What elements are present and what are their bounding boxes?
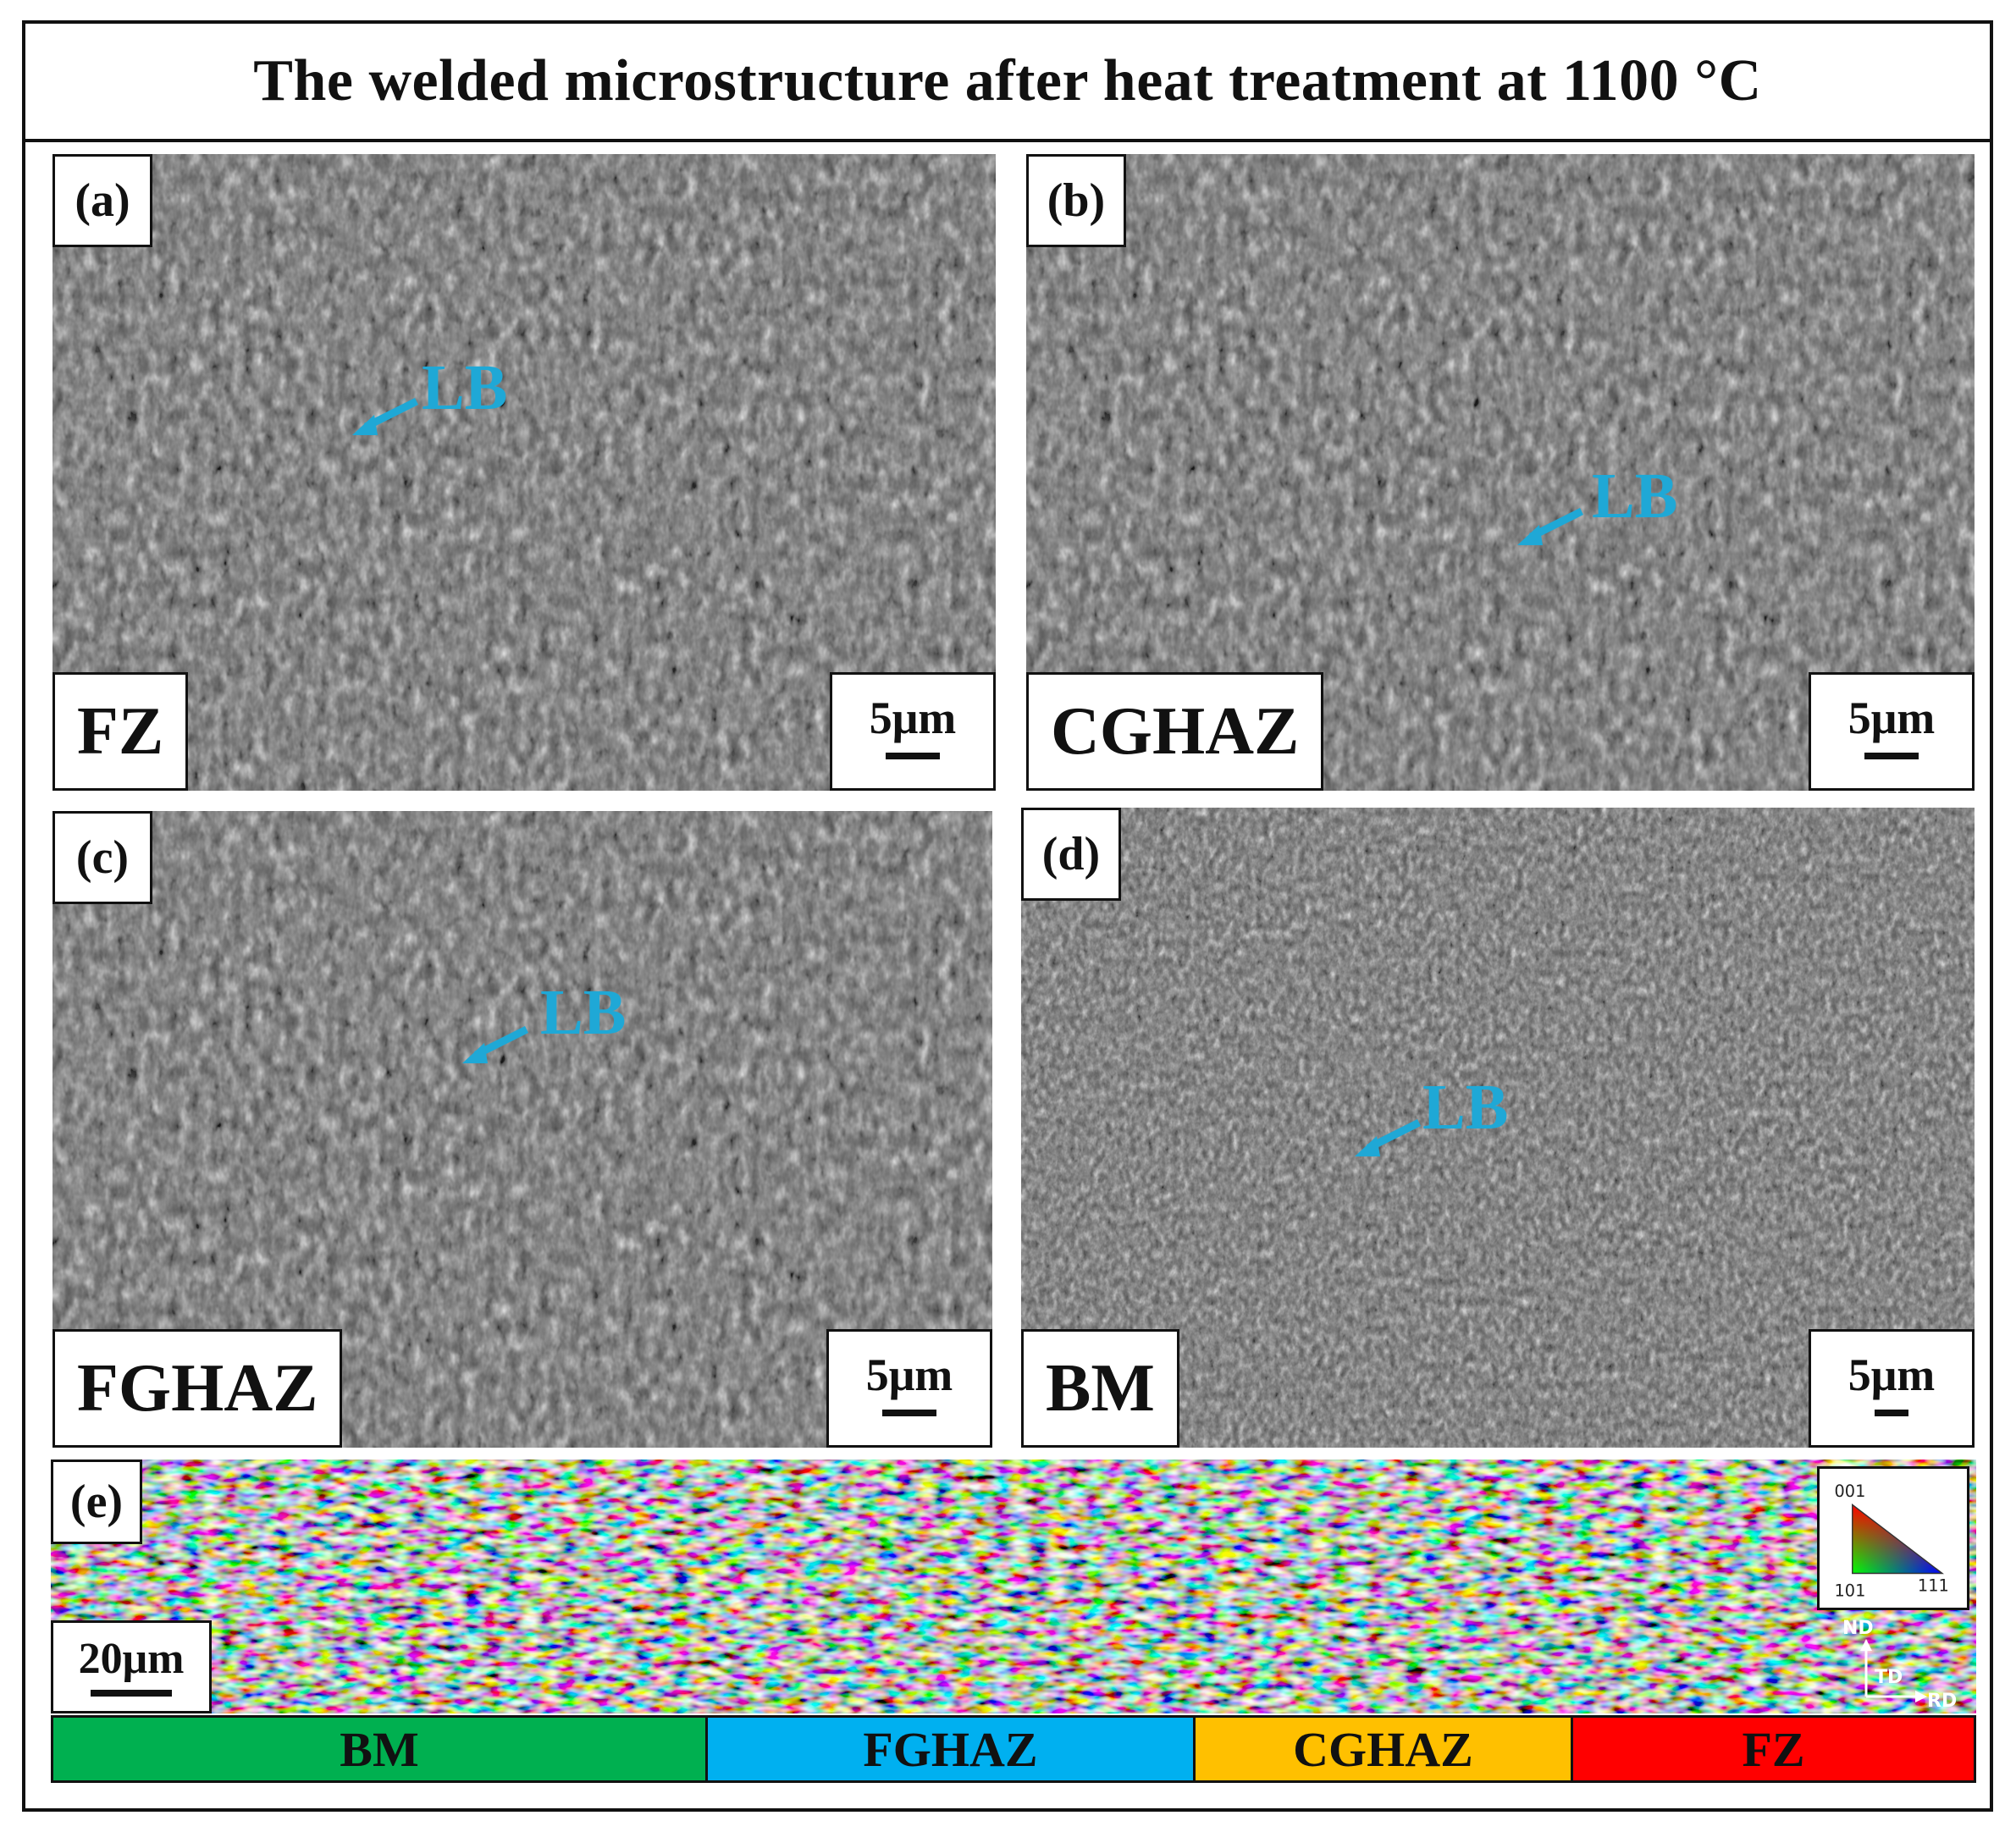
ipf-label-right: 111 bbox=[1918, 1576, 1949, 1596]
scale-bar: 5μm bbox=[1809, 1329, 1975, 1448]
panel-tag: (a) bbox=[52, 154, 152, 247]
panel-tag: (c) bbox=[52, 811, 152, 904]
panel-b-cghaz: (b) CGHAZ 5μm LB bbox=[1026, 154, 1975, 791]
axis-rd-label: RD bbox=[1927, 1691, 1957, 1708]
scale-bar: 5μm bbox=[830, 672, 996, 791]
scale-bar: 20μm bbox=[51, 1620, 212, 1713]
lb-arrow-icon bbox=[352, 397, 419, 435]
lb-arrow-icon bbox=[1355, 1118, 1422, 1156]
zone-segment-fz: FZ bbox=[1571, 1718, 1974, 1780]
panel-e-ebsd: (e) 20μm 001 101 111 bbox=[51, 1460, 1976, 1713]
figure-title: The welded microstructure after heat tre… bbox=[253, 48, 1762, 113]
panel-tag: (b) bbox=[1026, 154, 1126, 247]
lb-annotation: LB bbox=[540, 977, 627, 1048]
ipf-label-top: 001 bbox=[1835, 1482, 1866, 1501]
scale-bar: 5μm bbox=[826, 1329, 992, 1448]
zone-label: FGHAZ bbox=[52, 1329, 343, 1448]
scale-label: 5μm bbox=[1848, 693, 1936, 743]
panel-d-bm: (d) BM 5μm LB bbox=[1021, 808, 1975, 1448]
scale-label: 20μm bbox=[78, 1635, 185, 1683]
zone-segment-fghaz: FGHAZ bbox=[705, 1718, 1193, 1780]
panel-c-fghaz: (c) FGHAZ 5μm LB bbox=[52, 811, 992, 1448]
axis-td-label: TD bbox=[1875, 1667, 1903, 1688]
sample-axes: ND TD RD bbox=[1832, 1615, 1959, 1712]
lb-annotation: LB bbox=[422, 352, 508, 423]
zone-label: BM bbox=[1021, 1329, 1179, 1448]
zone-label: CGHAZ bbox=[1026, 672, 1324, 791]
zone-bar: BM FGHAZ CGHAZ FZ bbox=[51, 1715, 1976, 1783]
lb-arrow-icon bbox=[1517, 507, 1584, 545]
ipf-color-key: 001 101 111 bbox=[1817, 1466, 1969, 1610]
scale-label: 5μm bbox=[1848, 1349, 1936, 1400]
scale-bar: 5μm bbox=[1809, 672, 1975, 791]
panel-tag: (e) bbox=[51, 1460, 142, 1544]
panel-tag: (d) bbox=[1021, 808, 1121, 901]
scale-label: 5μm bbox=[865, 1349, 953, 1400]
zone-segment-cghaz: CGHAZ bbox=[1193, 1718, 1571, 1780]
title-bar: The welded microstructure after heat tre… bbox=[25, 24, 1990, 142]
figure-frame: The welded microstructure after heat tre… bbox=[22, 20, 1993, 1812]
lb-annotation: LB bbox=[1422, 1072, 1509, 1143]
ipf-label-left: 101 bbox=[1835, 1581, 1866, 1600]
ebsd-ipf-map bbox=[51, 1460, 1976, 1713]
lb-arrow-icon bbox=[462, 1025, 529, 1063]
scale-label: 5μm bbox=[869, 693, 957, 743]
axis-nd-label: ND bbox=[1842, 1618, 1874, 1639]
panel-a-fz: (a) FZ 5μm LB bbox=[52, 154, 996, 791]
lb-annotation: LB bbox=[1592, 461, 1678, 532]
zone-label: FZ bbox=[52, 672, 189, 791]
zone-segment-bm: BM bbox=[53, 1718, 705, 1780]
